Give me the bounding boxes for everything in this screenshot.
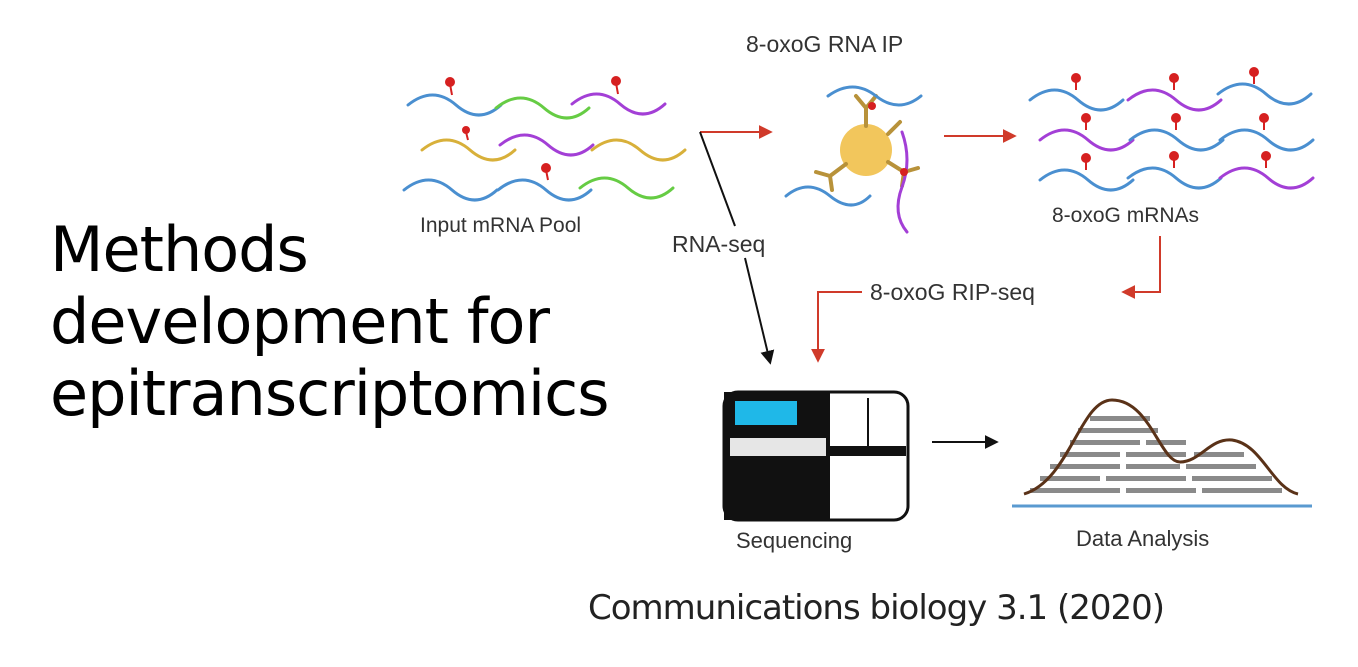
mrna-strand (498, 133, 595, 157)
ripseq-label: 8-oxoG RIP-seq (870, 279, 1035, 305)
mrna-strand (1126, 166, 1223, 190)
mrna-strand (1028, 88, 1125, 112)
oxog-mark-group (445, 76, 621, 181)
oxog-mark (462, 126, 470, 134)
mrna-strand (826, 85, 923, 107)
mrna-strand (1216, 82, 1313, 106)
title-line-2: development for (50, 285, 550, 358)
mrna-strand (406, 93, 503, 117)
oxog-mark (1081, 113, 1091, 123)
enriched-mrna-pool (1028, 82, 1315, 192)
bead-icon (840, 124, 892, 176)
ip-complex (784, 85, 923, 234)
mrna-strand (1126, 88, 1223, 112)
title-line-1: Methods (50, 213, 309, 286)
ip-step-label: 8-oxoG RNA IP (746, 31, 903, 57)
oxog-mark (1169, 73, 1179, 83)
mrna-strand (784, 185, 872, 207)
mrna-strand (1128, 128, 1225, 152)
enriched-label: 8-oxoG mRNAs (1052, 204, 1199, 227)
ripseq-arrow (1121, 236, 1161, 299)
mrna-strand (1218, 128, 1315, 152)
citation: Communications biology 3.1 (2020) (588, 588, 1165, 628)
mrna-strand (496, 178, 593, 202)
peak-plot-icon (1012, 398, 1312, 508)
sequencer-icon (722, 390, 910, 522)
oxog-mark (1081, 153, 1091, 163)
coverage-curve (1023, 398, 1299, 496)
rnaseq-label: RNA-seq (672, 231, 765, 257)
oxog-mark (1169, 151, 1179, 161)
oxog-mark-group (1071, 67, 1271, 170)
input-pool-label: Input mRNA Pool (420, 214, 581, 237)
title-line-3: epitranscriptomics (50, 357, 610, 430)
mrna-strand (494, 96, 591, 120)
mrna-strand (578, 176, 675, 200)
mrna-strand (1218, 166, 1315, 190)
oxog-mark (868, 102, 876, 110)
oxog-mark (1171, 113, 1181, 123)
oxog-mark (445, 77, 455, 87)
ripseq-to-seq-arrow (811, 291, 862, 363)
mrna-strand (1038, 168, 1135, 192)
sequencing-label: Sequencing (736, 528, 852, 553)
mrna-strand (896, 130, 909, 234)
mrna-strand (570, 92, 667, 116)
oxog-mark (900, 168, 908, 176)
oxog-mark (541, 163, 551, 173)
rnaseq-arrow (699, 131, 770, 362)
mrna-strand (590, 138, 687, 162)
mrna-strand (1038, 128, 1135, 152)
oxog-mark (1259, 113, 1269, 123)
oxog-mark (611, 76, 621, 86)
analysis-label: Data Analysis (1076, 526, 1209, 551)
mrna-strand (402, 178, 499, 202)
oxog-mark (1249, 67, 1259, 77)
oxog-mark (1261, 151, 1271, 161)
mrna-strand (420, 138, 517, 162)
oxog-mark (1071, 73, 1081, 83)
input-mrna-pool (402, 92, 687, 202)
slide-title: Methods development for epitranscriptomi… (50, 214, 670, 430)
